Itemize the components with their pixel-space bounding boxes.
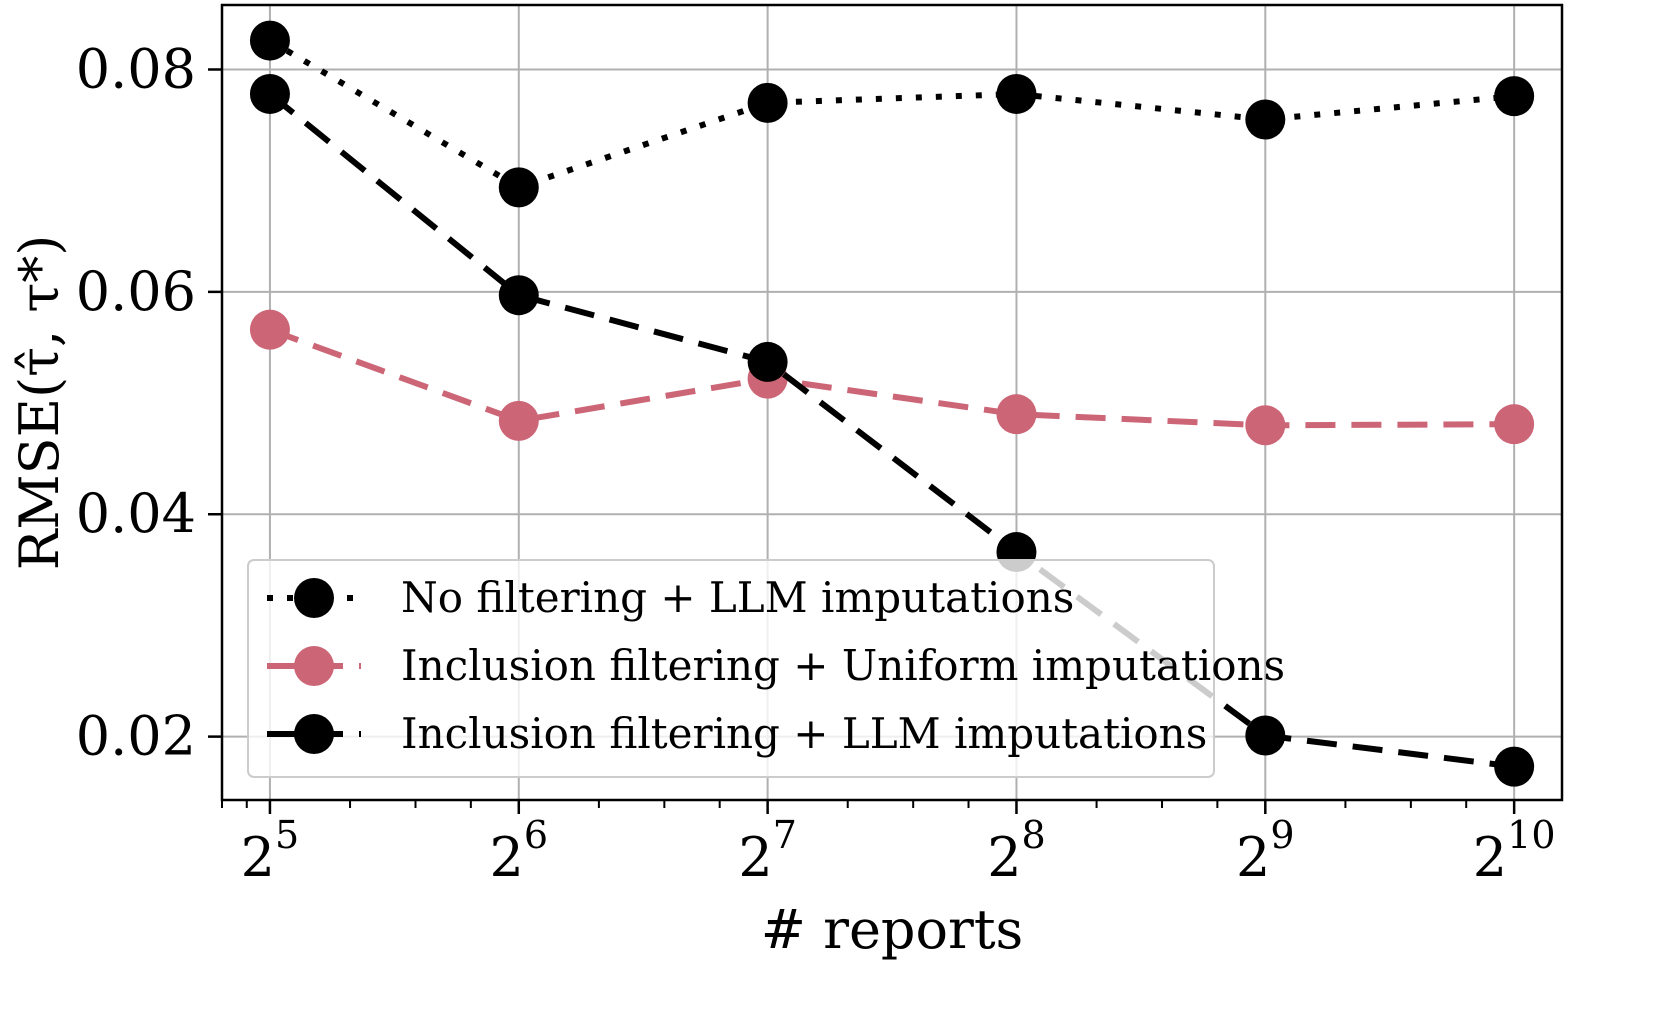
legend-marker bbox=[294, 578, 334, 618]
legend-box bbox=[247, 559, 1215, 778]
data-point bbox=[498, 167, 539, 208]
legend-marker bbox=[294, 646, 334, 686]
legend-item: Inclusion filtering + Uniform imputation… bbox=[267, 641, 1285, 690]
series-2 bbox=[249, 309, 1535, 446]
data-point bbox=[249, 73, 290, 114]
y-tick-label: 0.06 bbox=[76, 260, 196, 323]
data-point bbox=[1245, 405, 1286, 446]
data-point bbox=[1494, 404, 1535, 445]
y-axis-label: RMSE(τ̂, τ*) bbox=[8, 235, 71, 571]
data-point bbox=[1245, 99, 1286, 140]
x-axis-label: # reports bbox=[761, 898, 1024, 961]
legend-label: Inclusion filtering + Uniform imputation… bbox=[401, 641, 1285, 690]
y-tick-label: 0.04 bbox=[76, 482, 196, 545]
legend: No filtering + LLM imputations Inclusion … bbox=[247, 559, 1285, 778]
data-point bbox=[1245, 715, 1286, 756]
series-1 bbox=[249, 20, 1535, 208]
legend-label: Inclusion filtering + LLM imputations bbox=[401, 709, 1207, 758]
data-point bbox=[996, 73, 1037, 114]
x-tick-label: 27 bbox=[738, 813, 797, 889]
data-point bbox=[249, 20, 290, 61]
data-point bbox=[1494, 76, 1535, 117]
axis-ticks: 25 26 27 28 29 210 0.02 0.04 0.06 0.08 bbox=[76, 37, 1556, 889]
data-point bbox=[747, 341, 788, 382]
data-point bbox=[747, 82, 788, 123]
data-point bbox=[996, 394, 1037, 435]
x-tick-label: 26 bbox=[490, 813, 549, 889]
data-point bbox=[498, 275, 539, 316]
y-tick-label: 0.08 bbox=[76, 37, 196, 100]
legend-marker bbox=[294, 714, 334, 754]
data-point bbox=[498, 400, 539, 441]
x-tick-label: 25 bbox=[241, 813, 300, 889]
series-line bbox=[268, 326, 1515, 429]
data-point bbox=[249, 309, 290, 350]
data-point bbox=[1494, 746, 1535, 787]
legend-item: No filtering + LLM imputations bbox=[267, 573, 1074, 622]
series-line bbox=[268, 38, 1515, 191]
series-lines bbox=[249, 20, 1535, 787]
x-tick-label: 29 bbox=[1236, 813, 1295, 889]
x-tick-label: 210 bbox=[1473, 813, 1556, 889]
x-tick-label: 28 bbox=[987, 813, 1046, 889]
legend-item: Inclusion filtering + LLM imputations bbox=[267, 709, 1207, 758]
plot-frame bbox=[220, 3, 1564, 802]
legend-label: No filtering + LLM imputations bbox=[401, 573, 1074, 622]
series-3 bbox=[249, 73, 1535, 787]
y-tick-label: 0.02 bbox=[76, 705, 196, 768]
